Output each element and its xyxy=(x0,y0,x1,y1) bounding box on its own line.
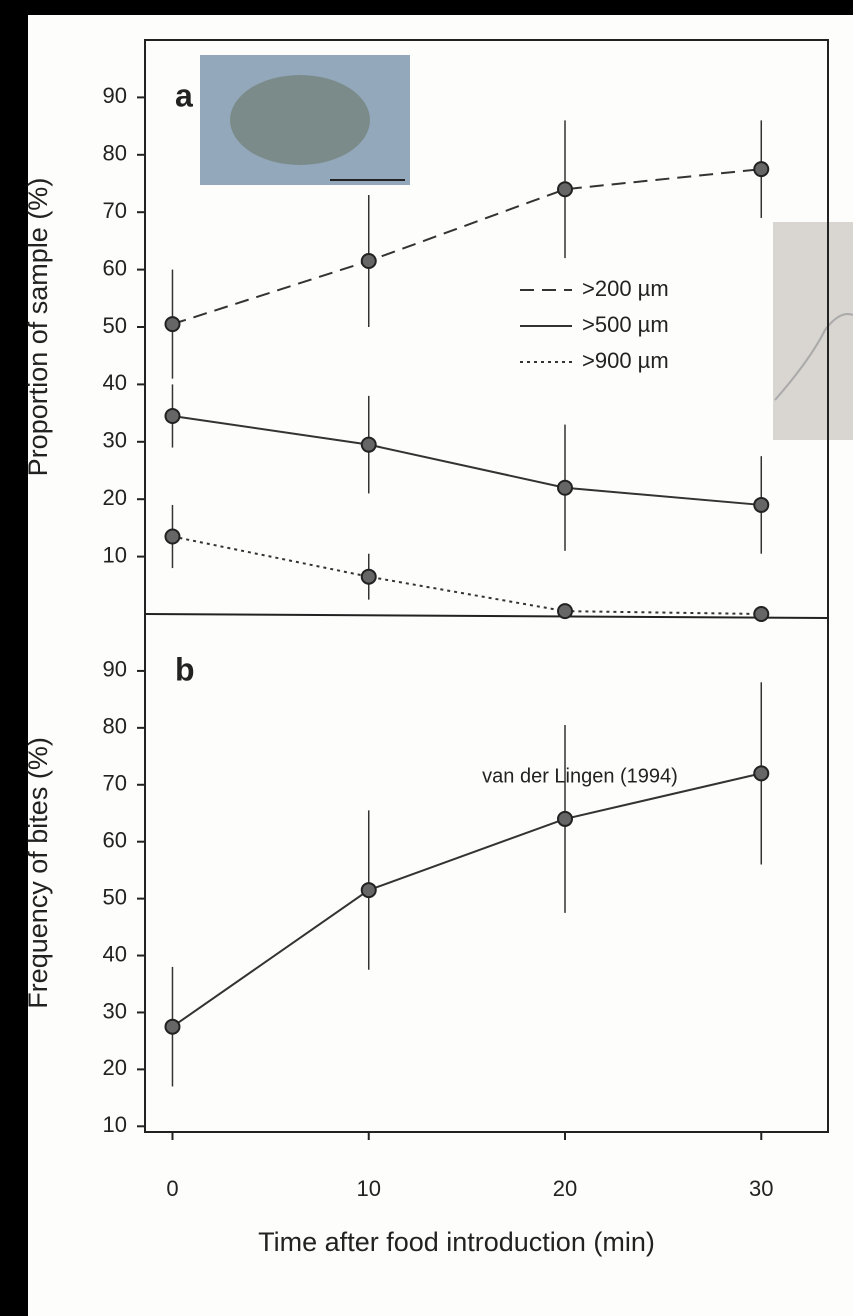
data-point xyxy=(557,810,574,827)
y-tick-label: 80 xyxy=(103,141,127,166)
y-tick-label: 70 xyxy=(103,771,127,796)
legend-label: >500 µm xyxy=(582,312,669,337)
x-tick-label: 10 xyxy=(356,1176,380,1201)
y-tick-label: 40 xyxy=(103,370,127,395)
data-point xyxy=(360,252,377,269)
annotation: van der Lingen (1994) xyxy=(482,765,678,787)
series-line xyxy=(172,168,762,326)
photo-larva xyxy=(773,222,853,440)
data-point xyxy=(753,606,770,622)
panel-label: b xyxy=(175,651,195,687)
data-point xyxy=(360,882,377,899)
data-point xyxy=(557,479,574,496)
y-tick-label: 30 xyxy=(103,428,127,453)
data-point xyxy=(360,568,377,585)
y-axis-title: Proportion of sample (%) xyxy=(23,178,53,477)
y-tick-label: 20 xyxy=(103,1055,127,1080)
x-tick-label: 30 xyxy=(749,1176,773,1201)
legend-label: >900 µm xyxy=(582,348,669,373)
y-tick-label: 50 xyxy=(103,884,127,909)
photo-subject xyxy=(230,75,370,165)
series-line xyxy=(172,414,762,506)
data-point xyxy=(360,436,377,453)
series-line xyxy=(172,535,762,615)
y-tick-label: 60 xyxy=(103,828,127,853)
data-point xyxy=(164,528,181,545)
photo-subject xyxy=(774,313,853,401)
series-line xyxy=(171,772,762,1028)
y-tick-label: 70 xyxy=(103,198,127,223)
y-tick-label: 50 xyxy=(103,313,127,338)
data-point xyxy=(753,161,770,178)
y-tick-label: 10 xyxy=(103,542,127,567)
y-tick-label: 90 xyxy=(103,657,127,682)
x-axis-title: Time after food introduction (min) xyxy=(258,1227,655,1257)
paper xyxy=(28,15,853,1316)
x-tick-label: 20 xyxy=(553,1176,577,1201)
panel-label: a xyxy=(175,77,193,113)
y-tick-label: 90 xyxy=(103,83,127,108)
data-point xyxy=(164,1018,181,1035)
y-tick-label: 30 xyxy=(103,998,127,1023)
axes-frame xyxy=(144,39,829,1133)
x-tick-label: 0 xyxy=(166,1176,178,1201)
y-tick-label: 80 xyxy=(103,714,127,739)
data-point xyxy=(753,496,770,513)
data-point xyxy=(557,603,574,620)
y-axis-title: Frequency of bites (%) xyxy=(23,737,53,1009)
y-tick-label: 10 xyxy=(103,1112,127,1137)
panel-divider xyxy=(144,613,829,619)
axes-border xyxy=(144,39,829,1133)
y-tick-label: 40 xyxy=(103,941,127,966)
legend-label: >200 µm xyxy=(582,276,669,301)
data-point xyxy=(164,407,181,424)
y-tick-label: 60 xyxy=(103,255,127,280)
data-point xyxy=(557,181,574,198)
data-point xyxy=(164,316,181,333)
data-point xyxy=(753,765,770,782)
y-tick-label: 20 xyxy=(103,485,127,510)
